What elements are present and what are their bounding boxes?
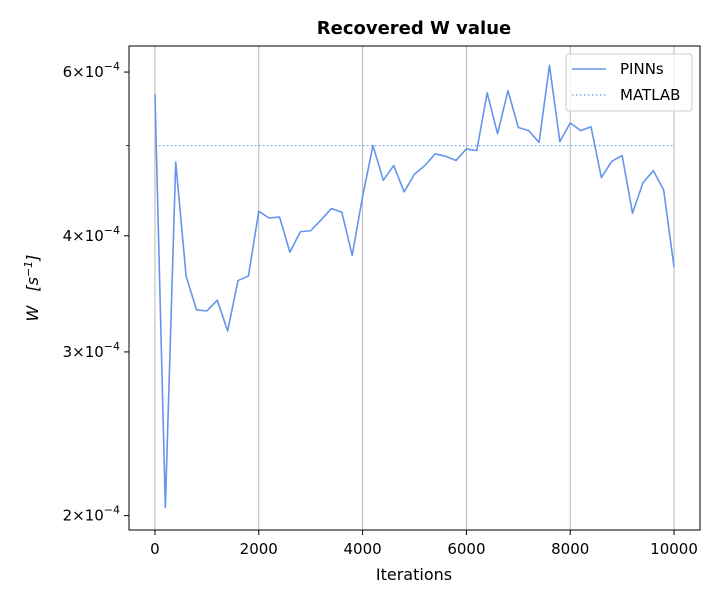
x-tick-label-0: 0: [150, 540, 160, 558]
series-layer: [154, 64, 675, 509]
y-tick-label-1: 3×10−4: [63, 340, 120, 361]
y-axis-label: W [s−1]: [22, 255, 42, 322]
y-tick-label-2: 4×10−4: [63, 224, 120, 245]
x-axis-ticks: 0 2000 4000 6000 8000 10000: [150, 530, 698, 558]
y-axis-label-symbol: W: [23, 304, 42, 321]
y-tick-label-3: 6×10−4: [63, 60, 120, 81]
legend-label-pinns: PINNs: [620, 60, 664, 78]
series-line-pinns: [154, 64, 675, 509]
x-tick-label-5: 10000: [650, 540, 698, 558]
chart-title: Recovered W value: [317, 18, 511, 39]
y-axis-ticks: 2×10−4 3×10−4 4×10−4 6×10−4: [63, 60, 129, 525]
x-axis-label: Iterations: [376, 565, 452, 584]
svg-text:W[s−1]: W [s−1]: [22, 255, 42, 322]
legend-label-matlab: MATLAB: [620, 86, 680, 104]
grid-lines: [154, 46, 675, 530]
y-tick-label-0: 2×10−4: [63, 504, 120, 525]
x-tick-label-4: 8000: [551, 540, 589, 558]
y-axis-label-unit: [s−1]: [22, 255, 42, 292]
x-tick-label-1: 2000: [240, 540, 278, 558]
x-tick-label-2: 4000: [343, 540, 381, 558]
x-tick-label-3: 6000: [447, 540, 485, 558]
plot-area-frame: [128, 45, 701, 531]
legend: PINNs MATLAB: [565, 53, 693, 112]
